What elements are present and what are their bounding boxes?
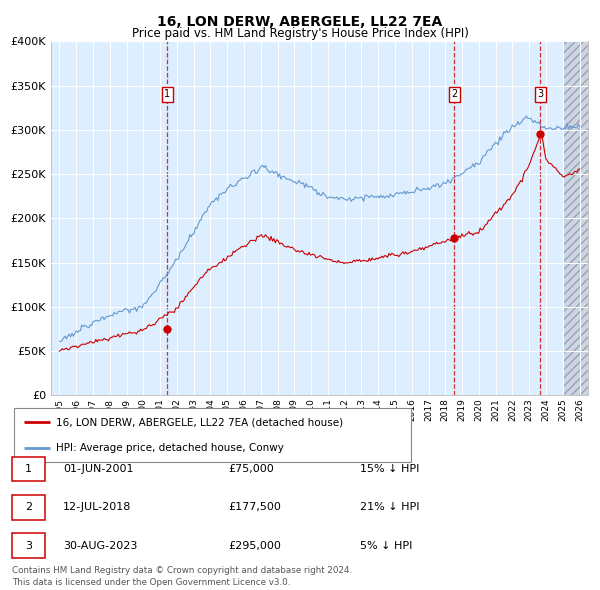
Text: 16, LON DERW, ABERGELE, LL22 7EA (detached house): 16, LON DERW, ABERGELE, LL22 7EA (detach… — [56, 417, 343, 427]
Text: 1: 1 — [164, 90, 170, 99]
Text: 01-JUN-2001: 01-JUN-2001 — [63, 464, 133, 474]
Text: 3: 3 — [25, 541, 32, 550]
Bar — [563, 41, 588, 395]
Text: Price paid vs. HM Land Registry's House Price Index (HPI): Price paid vs. HM Land Registry's House … — [131, 27, 469, 40]
Text: £75,000: £75,000 — [228, 464, 274, 474]
Text: 2: 2 — [25, 503, 32, 512]
Text: 16, LON DERW, ABERGELE, LL22 7EA: 16, LON DERW, ABERGELE, LL22 7EA — [157, 15, 443, 29]
Text: 1: 1 — [25, 464, 32, 474]
Text: 15% ↓ HPI: 15% ↓ HPI — [360, 464, 419, 474]
Text: 5% ↓ HPI: 5% ↓ HPI — [360, 541, 412, 550]
Text: Contains HM Land Registry data © Crown copyright and database right 2024.: Contains HM Land Registry data © Crown c… — [12, 566, 352, 575]
Text: 3: 3 — [537, 90, 544, 99]
Text: 21% ↓ HPI: 21% ↓ HPI — [360, 503, 419, 512]
Text: HPI: Average price, detached house, Conwy: HPI: Average price, detached house, Conw… — [56, 443, 284, 453]
Text: £177,500: £177,500 — [228, 503, 281, 512]
Text: 12-JUL-2018: 12-JUL-2018 — [63, 503, 131, 512]
Text: £295,000: £295,000 — [228, 541, 281, 550]
Text: This data is licensed under the Open Government Licence v3.0.: This data is licensed under the Open Gov… — [12, 578, 290, 587]
Text: 30-AUG-2023: 30-AUG-2023 — [63, 541, 137, 550]
Text: 2: 2 — [451, 90, 458, 99]
FancyBboxPatch shape — [14, 408, 411, 462]
